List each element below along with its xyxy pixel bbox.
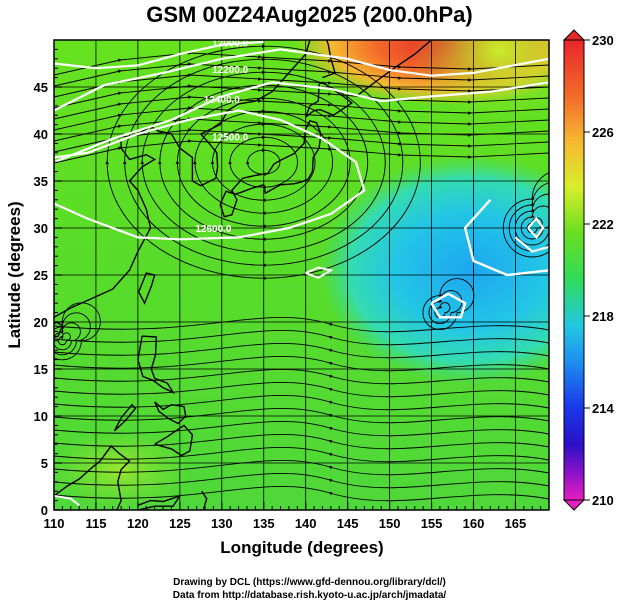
contour-label: 12500.0 xyxy=(212,133,249,144)
credit-drawing: Drawing by DCL (https://www.gfd-dennou.o… xyxy=(173,577,446,588)
y-tick-label: 20 xyxy=(34,315,48,330)
streamline xyxy=(514,193,549,246)
contour-label: 12400.0 xyxy=(204,95,241,106)
y-tick-label: 25 xyxy=(34,268,48,283)
cool-region xyxy=(320,155,549,385)
colorbar-tick-label: 210 xyxy=(592,493,614,508)
gridlines xyxy=(54,40,549,510)
height-contour xyxy=(54,494,80,507)
streamline xyxy=(54,420,549,437)
x-tick-label: 135 xyxy=(253,516,275,531)
streamline xyxy=(54,485,549,502)
plot-area: 12000.0 12200.0 12400.0 12500.0 12600.0 xyxy=(54,39,549,510)
coastlines xyxy=(54,40,432,510)
x-tick-label: 150 xyxy=(379,516,401,531)
warm-patch-south xyxy=(54,430,190,510)
x-tick-label: 140 xyxy=(295,516,317,531)
height-contour xyxy=(54,40,264,70)
y-tick-label: 0 xyxy=(41,503,48,518)
coastline xyxy=(305,81,353,118)
colorbar: 230 226 222 218 214 210 xyxy=(562,29,614,511)
x-tick-label: 160 xyxy=(463,516,485,531)
x-tick-label: 155 xyxy=(421,516,443,531)
streamline xyxy=(54,446,549,463)
contour-label: 12200.0 xyxy=(212,65,249,76)
colorbar-tick-label: 218 xyxy=(592,309,614,324)
x-tick-label: 165 xyxy=(505,516,527,531)
coastline xyxy=(137,335,175,395)
height-contour xyxy=(463,199,549,277)
y-tick-label: 35 xyxy=(34,174,48,189)
coastline xyxy=(154,424,194,457)
streamlines xyxy=(54,44,549,502)
x-axis-label: Longitude (degrees) xyxy=(220,538,383,557)
height-contour xyxy=(305,266,334,279)
streamline xyxy=(54,316,549,333)
contour-label: 12600.0 xyxy=(195,224,232,235)
x-tick-label: 130 xyxy=(211,516,233,531)
streamline xyxy=(502,172,549,258)
coastline xyxy=(322,40,336,79)
x-tick-label: 125 xyxy=(169,516,191,531)
y-tick-label: 45 xyxy=(34,80,48,95)
coastline xyxy=(154,401,187,425)
streamline xyxy=(54,381,549,398)
colorbar-ticks: 230 226 222 218 214 210 xyxy=(584,33,614,508)
colorbar-tick-label: 214 xyxy=(592,401,614,416)
x-tick-label: 110 xyxy=(44,516,65,531)
contour-label: 12000.0 xyxy=(212,39,249,50)
coastline xyxy=(219,119,322,218)
height-contours: 12000.0 12200.0 12400.0 12500.0 12600.0 xyxy=(54,39,549,507)
y-tick-label: 10 xyxy=(34,409,48,424)
streamline xyxy=(54,342,549,359)
streamline xyxy=(54,459,549,476)
coastline xyxy=(54,40,311,318)
colorbar-scale xyxy=(563,39,585,501)
coastline xyxy=(355,40,432,97)
streamline xyxy=(54,329,549,346)
streamline xyxy=(54,355,549,372)
colorbar-tick-label: 230 xyxy=(592,33,614,48)
colorbar-tick-label: 226 xyxy=(592,125,614,140)
y-axis-label: Latitude (degrees) xyxy=(5,201,24,348)
streamline xyxy=(54,394,549,411)
coastline xyxy=(113,403,137,432)
streamline xyxy=(54,433,549,450)
y-tick-label: 15 xyxy=(34,362,48,377)
x-tick-label: 115 xyxy=(85,516,106,531)
streamline xyxy=(54,407,549,424)
chart-title: GSM 00Z24Aug2025 (200.0hPa) xyxy=(146,2,473,27)
x-tick-label: 120 xyxy=(127,516,149,531)
height-contour xyxy=(430,292,467,319)
streamline xyxy=(54,368,549,385)
y-tick-label: 30 xyxy=(34,221,48,236)
coastline xyxy=(138,272,156,305)
y-tick-label: 5 xyxy=(41,456,48,471)
coastline xyxy=(201,490,208,510)
colorbar-tick-label: 222 xyxy=(592,217,614,232)
height-contour xyxy=(527,216,545,240)
streamline xyxy=(54,472,549,489)
streamline xyxy=(54,322,81,351)
coastline xyxy=(54,445,131,510)
streamline xyxy=(105,44,421,280)
colorbar-top-arrow xyxy=(562,29,586,41)
x-tick-label: 145 xyxy=(337,516,359,531)
y-tick-label: 40 xyxy=(34,127,48,142)
x-axis-ticks: 110 115 120 125 130 135 140 145 150 155 160 165 xyxy=(44,502,542,531)
colorbar-bottom-arrow xyxy=(562,499,586,511)
y-axis-ticks: 0 5 10 15 20 25 30 35 40 45 xyxy=(34,48,62,518)
height-contour xyxy=(514,236,549,253)
height-contour xyxy=(54,81,549,164)
streamline xyxy=(57,332,71,346)
streamline xyxy=(520,205,549,240)
height-contour xyxy=(54,48,549,112)
credit-data: Data from http://database.rish.kyoto-u.a… xyxy=(172,590,447,601)
height-contour xyxy=(54,109,366,241)
